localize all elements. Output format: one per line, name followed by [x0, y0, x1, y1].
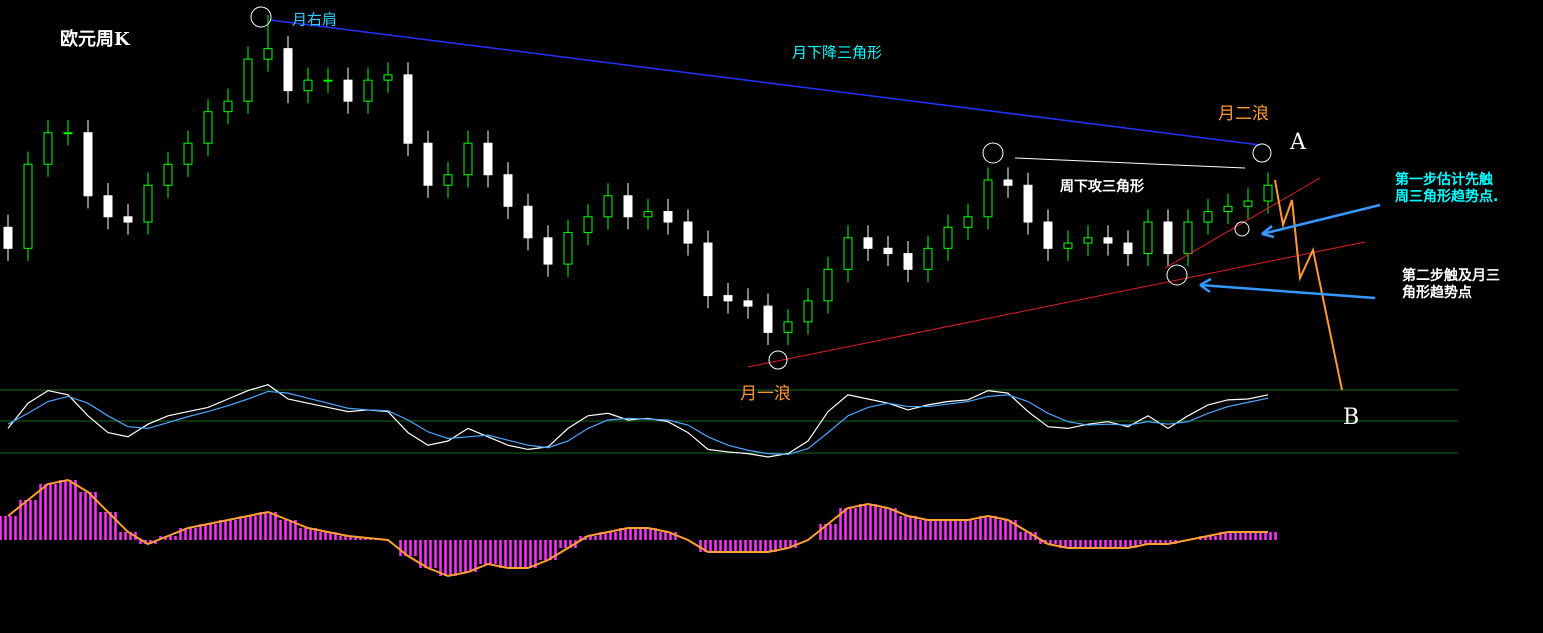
- candle-body: [283, 48, 293, 92]
- candle-body: [943, 226, 953, 249]
- candle-body: [903, 253, 913, 270]
- candle-body: [243, 58, 253, 102]
- candle-body: [323, 79, 333, 82]
- candle-body: [143, 184, 153, 223]
- candle-body: [763, 305, 773, 333]
- candle-body: [423, 142, 433, 186]
- annotation: 第一步估计先触: [1395, 171, 1493, 188]
- candle-body: [103, 195, 113, 218]
- arrow-head: [1261, 225, 1275, 239]
- candle-body: [383, 74, 393, 81]
- marks: [0, 15, 1277, 578]
- candle-body: [923, 247, 933, 270]
- candle-body: [1223, 205, 1233, 213]
- marker-circle: [250, 6, 272, 28]
- candle-body: [643, 211, 653, 218]
- candle-body: [23, 163, 33, 249]
- annotation: 第二步触及月三: [1402, 267, 1500, 284]
- candle-body: [123, 216, 133, 223]
- annotation: 角形趋势点: [1402, 284, 1472, 301]
- candle-body: [1203, 211, 1213, 223]
- annotation: 周三角形趋势点.: [1395, 188, 1498, 205]
- annotation: B: [1343, 405, 1359, 430]
- candle-body: [1063, 242, 1073, 249]
- guides: [0, 389, 1458, 454]
- candle-body: [3, 226, 13, 249]
- candle-body: [203, 111, 213, 144]
- annotation: 月下降三角形: [792, 44, 882, 62]
- annotation-shapes: [250, 6, 1381, 391]
- candle-body: [1083, 237, 1093, 244]
- candle-body: [223, 100, 233, 113]
- candle-body: [1043, 221, 1053, 249]
- candle-body: [883, 247, 893, 255]
- kdj-line: [7, 390, 1269, 456]
- candle-body: [43, 132, 53, 165]
- candle-body: [183, 142, 193, 165]
- candle-body: [1263, 184, 1273, 202]
- candle-body: [823, 268, 833, 302]
- candle-body: [983, 179, 993, 218]
- annotation: A: [1289, 130, 1307, 155]
- candle-body: [583, 216, 593, 234]
- marker-circle: [1234, 221, 1250, 237]
- candle-body: [63, 132, 73, 135]
- candle-body: [483, 142, 493, 176]
- candle-body: [503, 174, 513, 207]
- trend-line: [747, 241, 1366, 368]
- candle-body: [523, 205, 533, 239]
- candle-body: [263, 48, 273, 60]
- candle-body: [1003, 179, 1013, 186]
- candle-body: [1163, 221, 1173, 255]
- annotation: 月二浪: [1218, 104, 1269, 124]
- candle-body: [303, 79, 313, 92]
- arrow: [1199, 283, 1376, 300]
- candle-body: [463, 142, 473, 176]
- candle-body: [403, 74, 413, 144]
- annotation: 月右肩: [292, 11, 337, 29]
- candle-body: [743, 300, 753, 307]
- chart-title: 欧元周K: [60, 28, 131, 50]
- candle-body: [1183, 221, 1193, 255]
- candle-body: [863, 237, 873, 249]
- candle-body: [703, 242, 713, 297]
- candle-body: [543, 237, 553, 265]
- candle-body: [1143, 221, 1153, 255]
- arrow-head: [1199, 277, 1212, 294]
- candle-body: [563, 232, 573, 265]
- candle-body: [343, 79, 353, 102]
- candle-body: [1023, 184, 1033, 223]
- marker-circle: [1252, 143, 1272, 163]
- candle-body: [1103, 237, 1113, 244]
- candle-body: [783, 321, 793, 333]
- marker-circle: [982, 142, 1004, 164]
- candle-body: [663, 211, 673, 223]
- candle-body: [363, 79, 373, 102]
- candle-body: [1243, 200, 1253, 207]
- marker-circle: [768, 350, 788, 370]
- candle-body: [443, 174, 453, 186]
- candle-body: [603, 195, 613, 218]
- candle-body: [683, 221, 693, 244]
- candle-body: [723, 295, 733, 302]
- candle-body: [963, 216, 973, 228]
- marker-circle: [1166, 264, 1188, 286]
- candle-body: [623, 195, 633, 218]
- candle-body: [163, 163, 173, 186]
- trend-line: [1014, 157, 1246, 169]
- candle-body: [803, 300, 813, 323]
- trend-line: [269, 19, 1261, 146]
- projection-path: [1274, 179, 1343, 391]
- annotation: 月一浪: [740, 384, 791, 404]
- candle-body: [1123, 242, 1133, 255]
- annotation: 周下攻三角形: [1060, 178, 1144, 195]
- candle-body: [83, 132, 93, 197]
- trend-line: [1164, 177, 1321, 269]
- macd-line: [7, 478, 1268, 578]
- candle-body: [843, 237, 853, 270]
